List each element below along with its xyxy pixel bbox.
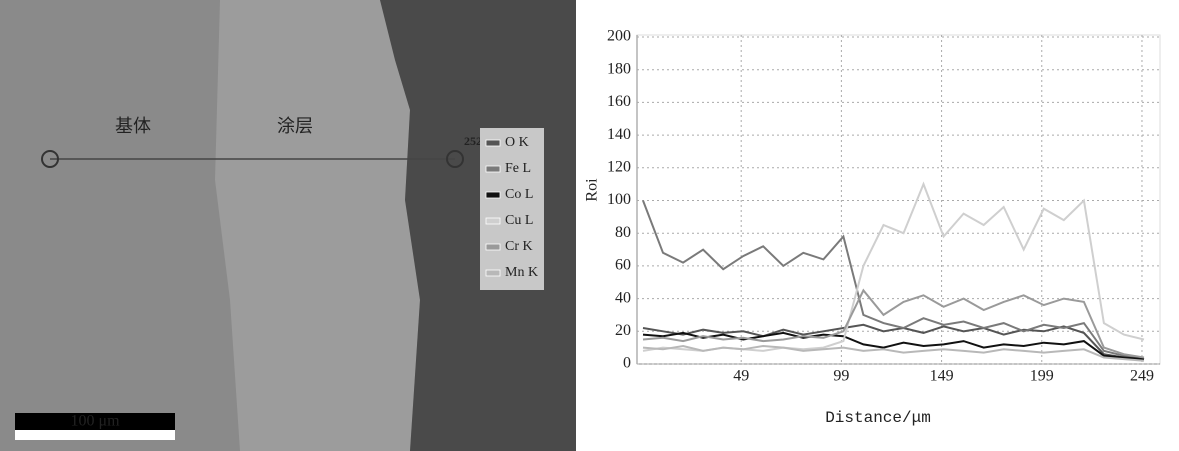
series-line (642, 331, 1145, 361)
series-line (642, 288, 1145, 359)
y-tick-label: 100 (607, 191, 631, 208)
y-tick-label: 60 (615, 257, 631, 274)
legend-swatch (485, 191, 501, 199)
coating-region (215, 0, 420, 451)
y-tick-label: 40 (615, 289, 631, 306)
legend-swatch (485, 243, 501, 251)
legend-swatch (485, 269, 501, 277)
legend-label: O K (505, 135, 529, 150)
scan-end (446, 150, 464, 168)
y-tick-label: 20 (615, 322, 631, 339)
y-tick-label: 120 (607, 158, 631, 175)
x-tick-label: 49 (733, 368, 749, 385)
y-axis-label: Roi (584, 178, 601, 202)
series-line (642, 200, 1145, 361)
x-tick-label: 149 (930, 368, 954, 385)
legend-label: Fe L (505, 161, 531, 176)
legend-label: Cr K (505, 239, 533, 254)
legend-swatch (485, 217, 501, 225)
y-tick-label: 160 (607, 93, 631, 110)
coating-label: 涂层 (277, 116, 313, 136)
matrix-label: 基体 (115, 116, 151, 136)
scale-bar (15, 413, 175, 430)
x-tick-label: 249 (1130, 368, 1154, 385)
y-tick-label: 0 (623, 355, 631, 372)
scan-start (41, 150, 59, 168)
background-region (380, 0, 576, 451)
x-tick-label: 199 (1030, 368, 1054, 385)
legend-label: Cu L (505, 213, 533, 228)
scale-bar-base (15, 430, 175, 440)
x-tick-label: 99 (833, 368, 849, 385)
legend-label: Co L (505, 187, 533, 202)
y-tick-label: 140 (607, 126, 631, 143)
legend-swatch (485, 139, 501, 147)
y-tick-label: 80 (615, 224, 631, 241)
point-label: 252 (464, 134, 482, 148)
legend-label: Mn K (505, 265, 538, 280)
x-axis-label: Distance/μm (825, 409, 931, 427)
y-tick-label: 200 (607, 28, 631, 45)
series-line (642, 344, 1145, 362)
y-tick-label: 180 (607, 60, 631, 77)
scale-bar-label: 100 μm (70, 413, 120, 430)
legend-box (480, 128, 544, 290)
legend-swatch (485, 165, 501, 173)
plot-area (636, 34, 1161, 365)
